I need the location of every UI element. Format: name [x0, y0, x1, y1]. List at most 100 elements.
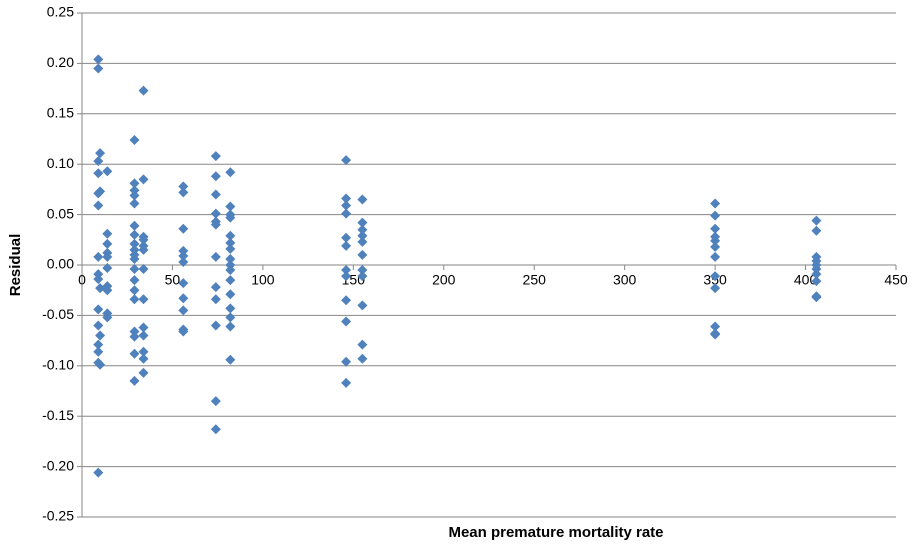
point — [178, 245, 189, 256]
point — [102, 285, 113, 296]
point — [710, 321, 721, 332]
point — [93, 54, 104, 65]
x-tick-label: 300 — [613, 272, 637, 288]
point — [210, 151, 221, 162]
point — [341, 295, 352, 306]
point — [225, 289, 236, 300]
y-tick-label: 0.10 — [47, 155, 74, 171]
point — [178, 326, 189, 337]
point — [138, 346, 149, 357]
point — [95, 148, 106, 159]
point — [102, 238, 113, 249]
point — [357, 230, 368, 241]
y-tick-label: -0.05 — [42, 306, 74, 322]
point — [129, 185, 140, 196]
point — [357, 224, 368, 235]
point — [93, 168, 104, 179]
point — [341, 200, 352, 211]
point — [210, 189, 221, 200]
point — [357, 217, 368, 228]
point — [129, 348, 140, 359]
point — [129, 135, 140, 146]
point — [710, 241, 721, 252]
point — [178, 181, 189, 192]
point — [710, 329, 721, 340]
point — [811, 269, 822, 280]
x-tick-label: 400 — [794, 272, 818, 288]
point — [102, 251, 113, 262]
y-tick-label: 0.25 — [47, 4, 74, 20]
point — [710, 283, 721, 294]
point — [102, 263, 113, 274]
point — [357, 249, 368, 260]
point — [210, 396, 221, 407]
point — [225, 201, 236, 212]
point — [357, 300, 368, 311]
x-axis-title: Mean premature mortality rate — [448, 524, 663, 541]
point — [138, 234, 149, 245]
point — [138, 367, 149, 378]
point — [93, 188, 104, 199]
point — [357, 271, 368, 282]
point — [93, 320, 104, 331]
y-tick-label: 0.15 — [47, 105, 74, 121]
point — [341, 271, 352, 282]
point — [710, 223, 721, 234]
point — [93, 251, 104, 262]
point — [341, 193, 352, 204]
point — [95, 330, 106, 341]
point — [341, 240, 352, 251]
y-tick-label: -0.25 — [42, 508, 74, 524]
point — [178, 223, 189, 234]
y-tick-label: 0.00 — [47, 256, 74, 272]
x-tick-label: 100 — [251, 272, 275, 288]
point — [93, 269, 104, 280]
point — [95, 283, 106, 294]
point — [93, 200, 104, 211]
point — [225, 253, 236, 264]
point — [129, 198, 140, 209]
point — [341, 377, 352, 388]
x-tick-label: 0 — [78, 272, 86, 288]
point — [138, 322, 149, 333]
point — [210, 208, 221, 219]
point — [225, 354, 236, 365]
point — [129, 326, 140, 337]
point — [225, 230, 236, 241]
point — [225, 260, 236, 270]
point — [129, 375, 140, 386]
point — [225, 243, 236, 254]
point — [93, 304, 104, 315]
point — [811, 215, 822, 226]
y-tick-label: -0.20 — [42, 457, 74, 473]
point — [178, 278, 189, 289]
point — [129, 244, 140, 255]
y-tick-label: -0.15 — [42, 407, 74, 423]
y-tick-label: 0.20 — [47, 54, 74, 70]
point — [102, 228, 113, 239]
point — [357, 236, 368, 247]
point — [93, 467, 104, 478]
point — [341, 356, 352, 367]
point — [811, 276, 822, 287]
point — [129, 294, 140, 305]
point — [129, 331, 140, 342]
point — [138, 264, 149, 275]
point — [225, 212, 236, 223]
point — [93, 156, 104, 167]
point — [710, 271, 721, 282]
point — [129, 264, 140, 275]
x-tick-label: 250 — [523, 272, 547, 288]
point — [95, 359, 106, 370]
x-tick-label: 200 — [432, 272, 456, 288]
point — [129, 275, 140, 286]
point — [178, 250, 189, 261]
y-tick-label: 0.05 — [47, 205, 74, 221]
point — [710, 210, 721, 221]
point — [811, 225, 822, 236]
point — [138, 174, 149, 185]
point — [341, 316, 352, 327]
point — [225, 265, 236, 276]
point — [341, 232, 352, 243]
